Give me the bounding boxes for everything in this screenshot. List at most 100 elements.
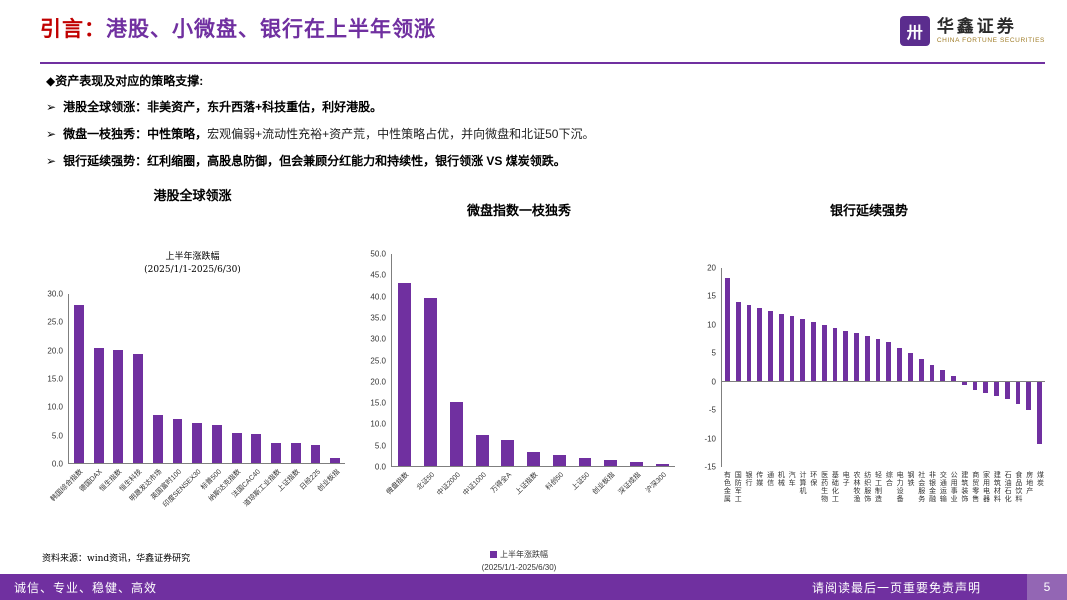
y-axis-tick: 30.0 (47, 289, 63, 299)
bar-slot (89, 294, 109, 464)
bar (231, 433, 242, 464)
intro-section: ◆资产表现及对应的策略支撑: ➢ 港股全球领涨：非美资产，东升西落+科技重估，利好… (46, 72, 1037, 179)
x-label-slot: 上证指数 (277, 464, 306, 544)
chart-subtitle: 上半年涨跌幅 (2025/1/1-2025/6/30) (40, 251, 345, 277)
bars (69, 294, 345, 464)
x-axis-label: 微盘指数 (385, 471, 411, 497)
bar-slot (754, 268, 765, 467)
bar (875, 339, 881, 382)
chart-title: 港股全球领涨 (153, 189, 232, 204)
bar-slot (873, 268, 884, 467)
bar (843, 330, 849, 382)
bar-slot (286, 294, 306, 464)
x-axis-label: 汽车 (788, 471, 796, 487)
page-title-accent: 引言： (40, 18, 106, 41)
x-axis-label: 环保 (809, 471, 817, 487)
x-label-slot: 银行 (743, 467, 754, 563)
y-axis: 0.0 5.0 10.0 15.0 20.0 25.0 30.0 (40, 290, 68, 469)
bar (951, 376, 956, 382)
company-logo: 卅 华鑫证券 CHINA FORTUNE SECURITIES (899, 16, 1045, 46)
arrow-bullet-icon: ➢ (46, 154, 57, 168)
bar-slot (733, 268, 744, 467)
x-label-slot: 道琼斯工业指数 (242, 464, 286, 544)
x-label-slot: 商贸零售 (969, 467, 980, 563)
bullet-hk-stocks: ➢ 港股全球领涨：非美资产，东升西落+科技重估，利好港股。 (46, 98, 1037, 115)
y-axis-tick: 10.0 (47, 402, 63, 412)
x-label-slot: 创业板指 (592, 467, 624, 547)
bar-slot (894, 268, 905, 467)
y-axis-tick: -15 (704, 462, 716, 472)
bar-slot (227, 294, 247, 464)
y-axis-tick: 50.0 (370, 249, 386, 259)
logo-text: 华鑫证券 CHINA FORTUNE SECURITIES (937, 17, 1045, 44)
bar (854, 333, 859, 382)
bar (578, 457, 592, 466)
x-axis-label: 电子 (842, 471, 850, 487)
x-label-slot: 煤炭 (1034, 467, 1045, 563)
y-axis-tick: 25.0 (370, 356, 386, 365)
x-label-slot: 上证50 (570, 467, 598, 547)
x-axis-label: 上证50 (570, 471, 591, 492)
bar-slot (776, 268, 787, 467)
logo-icon: 卅 (899, 16, 930, 46)
x-axis-label: 商贸零售 (971, 471, 979, 503)
chart-micro-index: 微盘指数一枝独秀 0.0 5.0 10.0 15.0 20.0 25.0 30.0 35.0 4… (363, 185, 675, 572)
x-axis-label: 银行 (744, 471, 752, 487)
bullet-banks: ➢ 银行延续强势：红利缩圈，高股息防御，但会兼顾分红能力和持续性，银行领涨 VS … (46, 152, 1037, 169)
bar-slot (840, 268, 851, 467)
y-axis-tick: -10 (704, 434, 716, 444)
x-axis-label: 北证50 (415, 471, 437, 492)
bar (908, 353, 913, 382)
legend-date-note: (2025/1/1-2025/6/30) (481, 563, 557, 572)
x-axis-label: 计算机 (798, 471, 806, 495)
x-label-slot: 中证1000 (462, 467, 494, 547)
y-axis-tick: -5 (708, 405, 716, 415)
x-axis-label: 建筑材料 (993, 471, 1001, 503)
bar (310, 445, 321, 464)
bar-slot (495, 254, 521, 466)
footer-bar: 诚信、专业、稳健、高效 请阅读最后一页重要免责声明 5 (0, 574, 1067, 600)
x-label-slot: 中证2000 (436, 467, 469, 547)
bar-slot (722, 268, 733, 467)
intro-heading: ◆资产表现及对应的策略支撑: (46, 72, 1037, 89)
bar (821, 324, 827, 382)
bullet-bold-text: 港股全球领涨：非美资产，东升西落+科技重估，利好港股。 (63, 100, 383, 114)
bar (113, 350, 124, 464)
bullet-normal-text: 宏观偏弱+流动性充裕+资产荒，中性策略占优，并向微盘和北证50下沉。 (207, 127, 595, 141)
chart-plot-area: 0.0 5.0 10.0 15.0 20.0 25.0 30.0 (40, 290, 345, 469)
y-axis-tick: 5.0 (51, 431, 63, 441)
page-number: 5 (1027, 574, 1067, 600)
legend-entry: 上半年涨跌幅 (490, 549, 548, 560)
x-label-slot: 计算机 (797, 467, 808, 563)
x-label-slot: 德国DAX (79, 464, 108, 544)
x-axis-label: 传媒 (755, 471, 763, 487)
x-axis-label: 食品饮料 (1014, 471, 1022, 503)
bar-slot (624, 254, 650, 466)
bar-slot (1034, 268, 1045, 467)
x-label-slot: 沪深300 (645, 467, 675, 547)
bar-slot (787, 268, 798, 467)
bar-slot (851, 268, 862, 467)
bar (1004, 381, 1010, 399)
x-axis-label: 钢铁 (906, 471, 914, 487)
y-axis-tick: 35.0 (370, 313, 386, 323)
x-label-slot: 农林牧渔 (851, 467, 862, 563)
x-label-slot: 有色金属 (721, 467, 732, 563)
x-axis-label: 基础化工 (831, 471, 839, 503)
bar (152, 414, 163, 464)
bar-slot (1013, 268, 1024, 467)
x-label-slot: 医药生物 (818, 467, 829, 563)
bar (918, 358, 924, 382)
x-label-slot: 建筑装饰 (959, 467, 970, 563)
y-axis-tick: 5.0 (374, 441, 386, 451)
x-label-slot: 轻工制造 (872, 467, 883, 563)
bar-slot (306, 294, 326, 464)
x-axis-label: 国防军工 (734, 471, 742, 503)
bar-slot (392, 254, 418, 466)
bullet-bold-text: 银行延续强势：红利缩圈，高股息防御，但会兼顾分红能力和持续性，银行领涨 VS 煤… (63, 154, 566, 168)
arrow-bullet-icon: ➢ (46, 127, 57, 141)
x-label-slot: 石油石化 (1002, 467, 1013, 563)
bar-slot (819, 268, 830, 467)
x-axis-label: 医药生物 (820, 471, 828, 503)
bar (604, 460, 618, 466)
